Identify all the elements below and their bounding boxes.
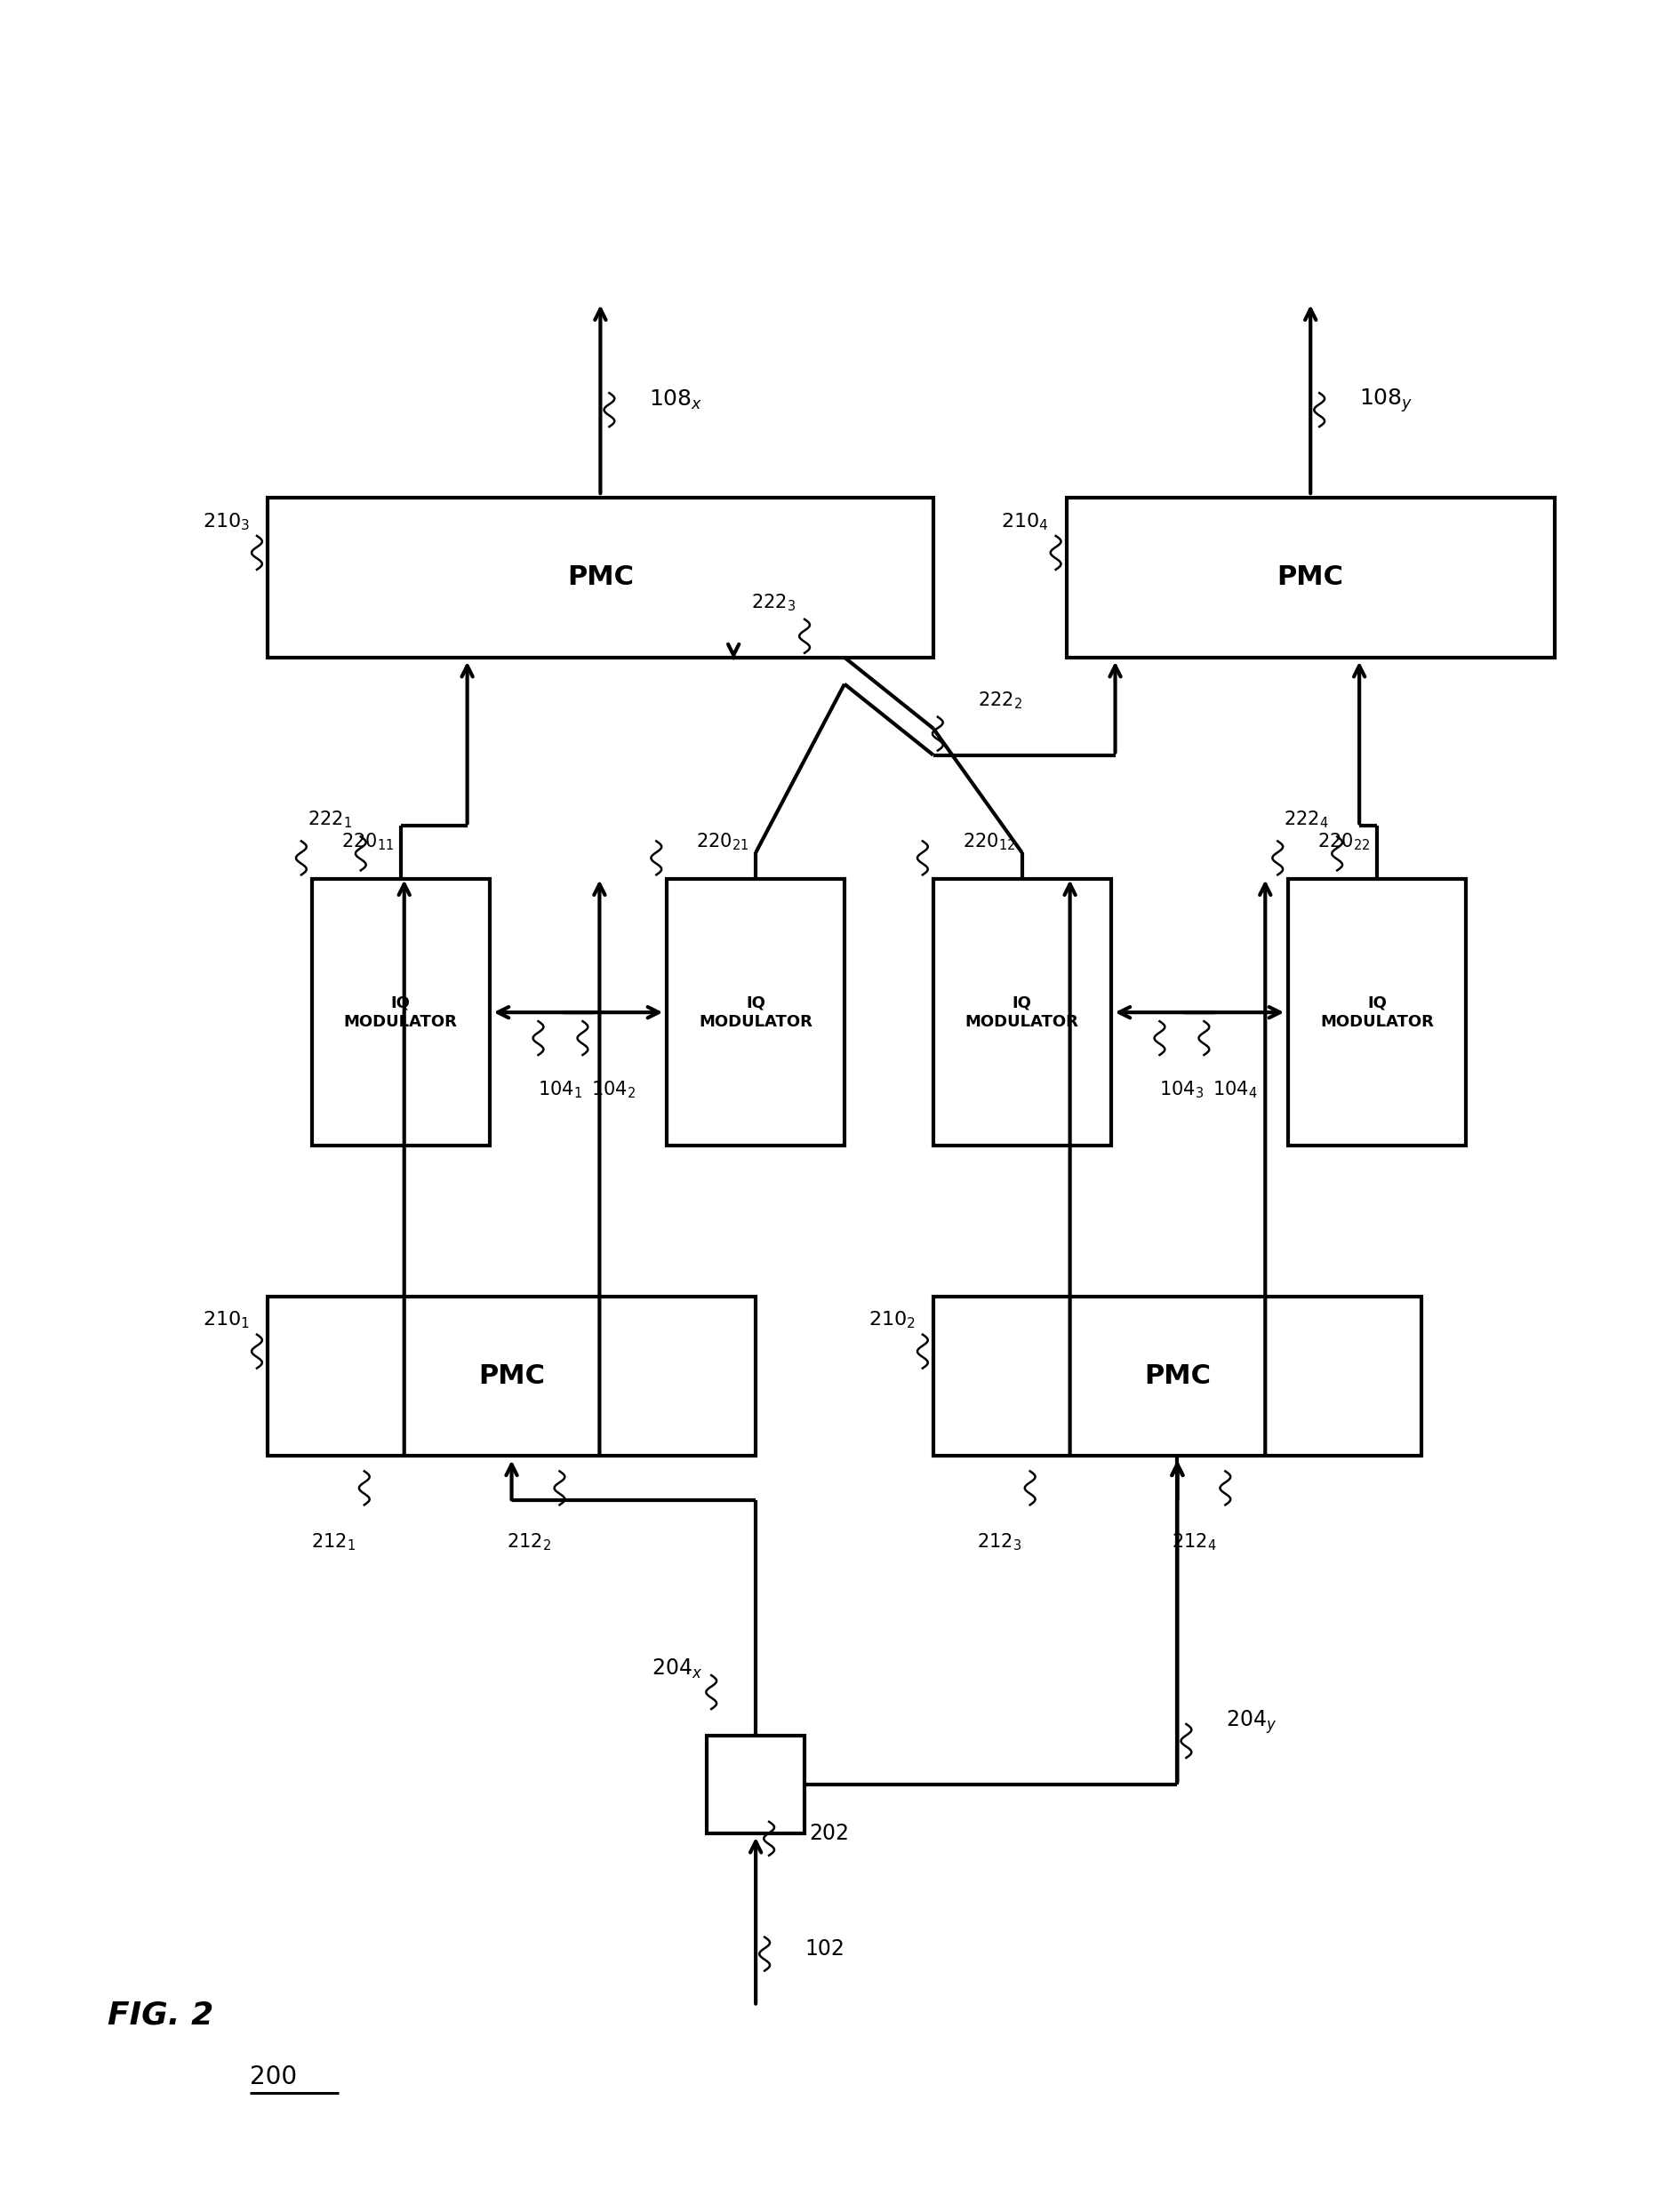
Text: $212_1$: $212_1$ [311,1531,355,1553]
Text: $204_y$: $204_y$ [1226,1708,1276,1736]
Text: $108_x$: $108_x$ [649,389,703,411]
Text: $220_{11}$: $220_{11}$ [341,832,393,852]
Text: PMC: PMC [1276,564,1343,591]
Text: 102: 102 [805,1938,845,1960]
Text: $212_2$: $212_2$ [507,1531,550,1553]
Text: PMC: PMC [1144,1363,1211,1389]
Text: $104_3$: $104_3$ [1159,1079,1205,1099]
Text: IQ
MODULATOR: IQ MODULATOR [699,995,813,1029]
Polygon shape [708,1736,805,1834]
Text: $220_{12}$: $220_{12}$ [962,832,1016,852]
Polygon shape [668,878,845,1146]
Text: $222_1$: $222_1$ [308,810,351,830]
Text: $104_4$: $104_4$ [1213,1079,1258,1099]
Text: $212_4$: $212_4$ [1171,1531,1216,1553]
Polygon shape [934,1296,1422,1455]
Polygon shape [934,878,1111,1146]
Text: $222_2$: $222_2$ [977,690,1022,710]
Text: IQ
MODULATOR: IQ MODULATOR [965,995,1079,1029]
Text: $210_1$: $210_1$ [202,1310,249,1332]
Text: $220_{22}$: $220_{22}$ [1318,832,1370,852]
Text: $220_{21}$: $220_{21}$ [696,832,750,852]
Text: $222_3$: $222_3$ [751,593,796,613]
Text: PMC: PMC [567,564,634,591]
Text: $104_1$: $104_1$ [539,1079,582,1099]
Polygon shape [268,1296,756,1455]
Text: PMC: PMC [478,1363,545,1389]
Text: FIG. 2: FIG. 2 [107,2000,214,2031]
Text: IQ
MODULATOR: IQ MODULATOR [345,995,457,1029]
Text: IQ
MODULATOR: IQ MODULATOR [1320,995,1434,1029]
Text: $212_3$: $212_3$ [977,1531,1021,1553]
Text: $210_3$: $210_3$ [202,511,249,533]
Polygon shape [268,498,934,657]
Text: $210_4$: $210_4$ [1000,511,1049,533]
Text: $104_2$: $104_2$ [592,1079,636,1099]
Polygon shape [311,878,490,1146]
Text: $222_4$: $222_4$ [1283,810,1328,830]
Text: $210_2$: $210_2$ [868,1310,915,1332]
Text: 202: 202 [810,1823,848,1845]
Text: $204_x$: $204_x$ [651,1657,703,1681]
Text: 200: 200 [249,2064,298,2090]
Polygon shape [1288,878,1466,1146]
Text: $108_y$: $108_y$ [1360,387,1414,414]
Polygon shape [1066,498,1554,657]
